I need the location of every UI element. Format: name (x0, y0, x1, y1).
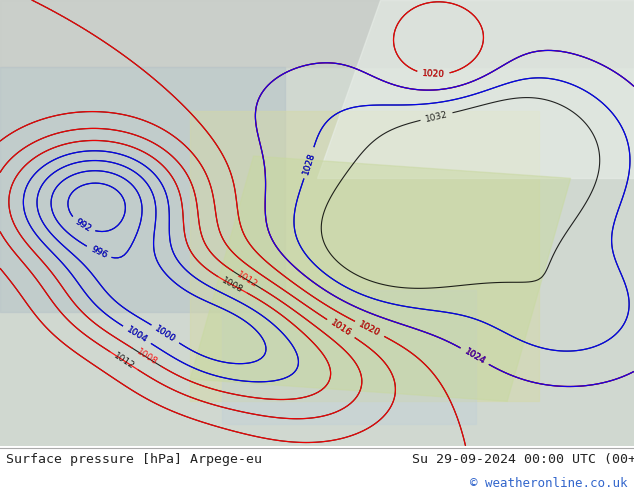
Text: 1000: 1000 (153, 324, 178, 344)
Text: Surface pressure [hPa] Arpege-eu: Surface pressure [hPa] Arpege-eu (6, 453, 262, 466)
Text: 1004: 1004 (125, 325, 149, 344)
Text: 1024: 1024 (463, 346, 487, 366)
Text: 1020: 1020 (422, 70, 445, 79)
Text: 1016: 1016 (329, 318, 353, 339)
Text: 1016: 1016 (329, 318, 353, 339)
Text: 1020: 1020 (422, 70, 445, 79)
Text: 1008: 1008 (134, 347, 158, 367)
Text: © weatheronline.co.uk: © weatheronline.co.uk (470, 477, 628, 490)
Text: 1028: 1028 (301, 150, 317, 175)
Text: 992: 992 (73, 217, 93, 234)
Text: 1020: 1020 (358, 319, 382, 338)
Text: 1028: 1028 (301, 150, 317, 175)
Text: 1000: 1000 (153, 324, 178, 344)
Polygon shape (317, 0, 634, 178)
Text: 992: 992 (73, 217, 93, 234)
Text: Su 29-09-2024 00:00 UTC (00+96): Su 29-09-2024 00:00 UTC (00+96) (412, 453, 634, 466)
Text: 1012: 1012 (235, 270, 259, 290)
Text: 996: 996 (89, 245, 108, 260)
Text: 1024: 1024 (463, 346, 487, 366)
Text: 996: 996 (89, 245, 108, 260)
Text: 1008: 1008 (221, 275, 245, 294)
Text: 1012: 1012 (112, 351, 136, 371)
Text: 1020: 1020 (358, 319, 382, 338)
Text: 1004: 1004 (125, 325, 149, 344)
Polygon shape (190, 156, 571, 401)
Text: 1032: 1032 (424, 110, 449, 123)
Text: 1024: 1024 (463, 346, 487, 366)
